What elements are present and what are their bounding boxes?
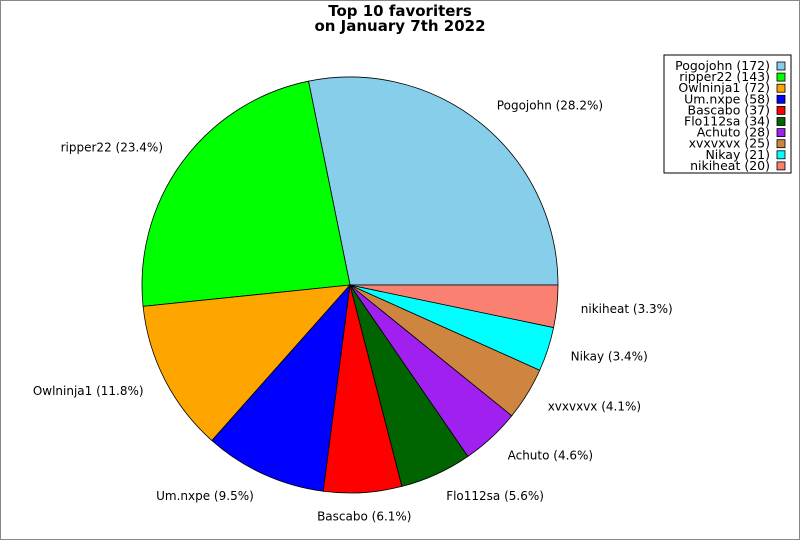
legend-label-bascabo: Bascabo (37) xyxy=(688,102,771,117)
slice-labels: Pogojohn (28.2%) ripper22 (23.4%) Owlninja… xyxy=(33,98,673,523)
legend-label-um.nxpe: Um.nxpe (58) xyxy=(684,91,770,106)
legend-label-xvxvxvx: xvxvxvx (25) xyxy=(689,136,770,151)
chart-title-line-1: Top 10 favoriters xyxy=(328,2,472,20)
slice-label-um.nxpe: Um.nxpe (9.5%) xyxy=(156,489,254,503)
legend-swatch-um.nxpe xyxy=(776,94,786,104)
legend-swatch-xvxvxvx xyxy=(776,139,786,149)
legend-label-owlninja1: Owlninja1 (72) xyxy=(678,80,770,95)
legend-swatch-owlninja1 xyxy=(776,83,786,93)
legend-label-ripper22: ripper22 (143) xyxy=(679,69,770,84)
legend-label-flo112sa: Flo112sa (34) xyxy=(684,114,770,129)
pie-slice-um.nxpe xyxy=(211,283,351,492)
legend-swatch-flo112sa xyxy=(776,117,786,126)
pie-slice-owlninja1 xyxy=(142,284,351,442)
legend-swatch-achuto xyxy=(776,128,786,138)
legend-swatch-nikay xyxy=(776,150,786,160)
legend-label-nikiheat: nikiheat (20) xyxy=(690,158,770,173)
pie-slice-ripper22 xyxy=(141,80,351,307)
legend-swatch-nikiheat xyxy=(776,161,786,171)
slice-label-nikay: Nikay (3.4%) xyxy=(571,350,648,364)
legend: Pogojohn (172)ripper22 (143)Owlninja1 (7… xyxy=(663,54,792,174)
slice-label-achuto: Achuto (4.6%) xyxy=(508,448,594,462)
legend-swatch-bascabo xyxy=(776,106,786,115)
legend-swatch-pogojohn xyxy=(776,61,786,71)
slice-label-flo112sa: Flo112sa (5.6%) xyxy=(446,489,544,503)
slice-label-pogojohn: Pogojohn (28.2%) xyxy=(497,98,603,112)
slice-label-bascabo: Bascabo (6.1%) xyxy=(317,510,411,524)
legend-swatch-ripper22 xyxy=(776,72,786,82)
slice-label-ripper22: ripper22 (23.4%) xyxy=(61,141,163,155)
legend-label-achuto: Achuto (28) xyxy=(697,125,770,140)
slice-label-xvxvxvx: xvxvxvx (4.1%) xyxy=(548,400,641,414)
slice-label-nikiheat: nikiheat (3.3%) xyxy=(581,302,673,316)
pie-slice-pogojohn xyxy=(308,76,559,286)
pie-slice-nikiheat xyxy=(349,284,559,329)
legend-label-nikay: Nikay (21) xyxy=(705,147,770,162)
legend-box xyxy=(663,54,792,174)
pie-slices xyxy=(141,76,559,494)
chart-title-line-2: on January 7th 2022 xyxy=(314,17,485,35)
legend-label-pogojohn: Pogojohn (172) xyxy=(675,58,770,73)
slice-label-owlninja1: Owlninja1 (11.8%) xyxy=(33,384,144,398)
